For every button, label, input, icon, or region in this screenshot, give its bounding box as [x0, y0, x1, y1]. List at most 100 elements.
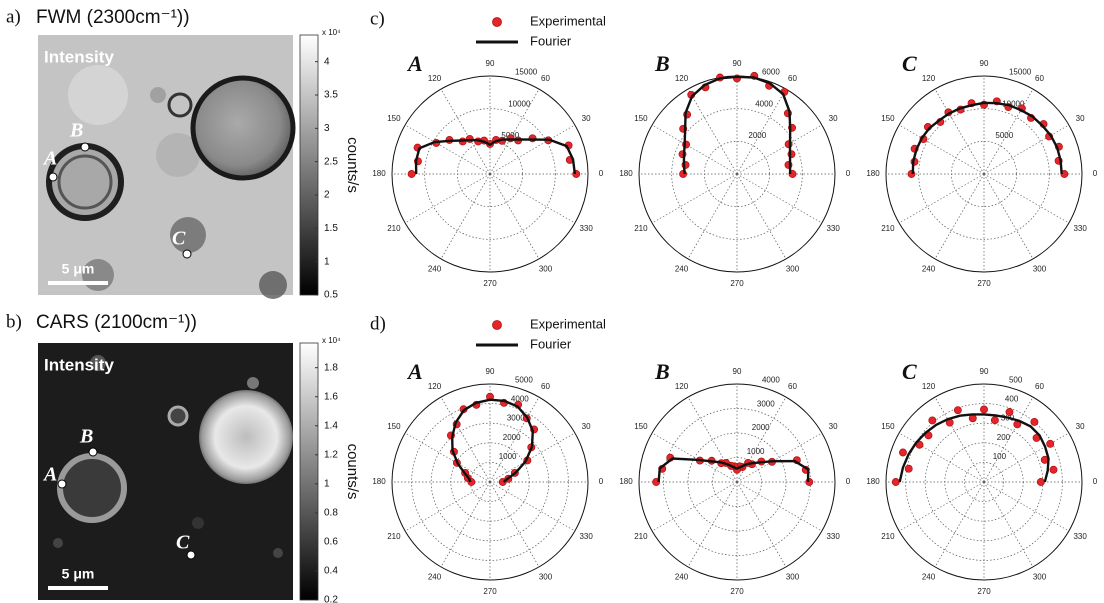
- angle-grid-line: [736, 88, 787, 175]
- radial-grid-ring: [703, 140, 771, 208]
- radial-grid-ring: [456, 140, 524, 208]
- overlay-label: Intensity: [44, 47, 114, 66]
- angle-tick-label: 180: [866, 169, 880, 178]
- angle-grid-line: [983, 481, 1034, 568]
- colorbar-tick-label: 2.5: [324, 156, 338, 167]
- radial-tick-label: 10000: [508, 99, 531, 108]
- decoration: [190, 75, 296, 181]
- radial-tick-label: 5000: [995, 131, 1013, 140]
- angle-tick-label: 120: [428, 382, 442, 391]
- point-marker: [48, 172, 58, 182]
- scale-bar-label: 5 μm: [62, 261, 95, 277]
- point-label: C: [172, 228, 186, 250]
- angle-tick-label: 150: [387, 114, 401, 123]
- point-marker: [186, 550, 196, 560]
- outer-ring: [885, 75, 1083, 273]
- angle-tick-label: 300: [1033, 572, 1047, 581]
- colorbar-tick-label: 1.5: [324, 223, 338, 234]
- fourier-line: [414, 138, 577, 175]
- colorbar-tick-label: 1.6: [324, 391, 338, 402]
- angle-tick-label: 30: [582, 422, 591, 431]
- angle-tick-label: 240: [428, 572, 442, 581]
- angle-tick-label: 180: [372, 477, 386, 486]
- angle-grid-line: [440, 481, 491, 568]
- angle-tick-label: 60: [541, 382, 550, 391]
- radial-tick-label: 4000: [762, 375, 780, 384]
- angle-grid-line: [404, 481, 491, 532]
- angle-tick-label: 330: [826, 532, 840, 541]
- outer-ring: [391, 383, 589, 581]
- point-marker: [80, 142, 90, 152]
- radial-tick-label: 500: [1009, 375, 1023, 384]
- colorbar-exponent: x 10⁴: [322, 336, 341, 345]
- angle-tick-label: 120: [922, 74, 936, 83]
- point-label: A: [42, 464, 57, 486]
- angle-tick-label: 210: [881, 224, 895, 233]
- fourier-line: [450, 398, 535, 483]
- angle-tick-label: 30: [829, 114, 838, 123]
- plot-title: C: [902, 51, 917, 76]
- experimental-point: [1049, 465, 1058, 474]
- colorbar-tick-label: 1.4: [324, 420, 338, 431]
- legend-label: Fourier: [530, 33, 572, 48]
- angle-tick-label: 180: [619, 169, 633, 178]
- angle-tick-label: 120: [675, 382, 689, 391]
- angle-grid-line: [651, 124, 738, 175]
- angle-grid-line: [687, 173, 738, 260]
- radial-tick-label: 4000: [511, 394, 529, 403]
- angle-tick-label: 150: [881, 422, 895, 431]
- fourier-line: [657, 457, 810, 483]
- image-title: FWM (2300cm⁻¹)): [36, 7, 190, 28]
- angle-grid-line: [489, 481, 576, 532]
- panel-label: a): [6, 6, 21, 27]
- plot-title: A: [406, 359, 423, 384]
- angle-tick-label: 90: [733, 367, 742, 376]
- radial-tick-label: 1000: [747, 447, 765, 456]
- angle-tick-label: 60: [788, 74, 797, 83]
- decoration: [170, 217, 206, 253]
- experimental-point: [904, 464, 913, 473]
- angle-tick-label: 240: [428, 264, 442, 273]
- angle-tick-label: 210: [634, 224, 648, 233]
- experimental-point: [1005, 408, 1014, 416]
- angle-tick-label: 270: [730, 587, 744, 596]
- radial-grid-ring: [450, 442, 530, 522]
- colorbar-tick-label: 0.8: [324, 508, 338, 519]
- angle-tick-label: 90: [733, 59, 742, 68]
- angle-tick-label: 60: [788, 382, 797, 391]
- radial-tick-label: 15000: [515, 67, 538, 76]
- angle-grid-line: [983, 396, 1034, 483]
- radial-tick-label: 5000: [515, 375, 533, 384]
- radial-tick-label: 400: [1005, 394, 1019, 403]
- radial-grid-ring: [964, 462, 1004, 502]
- colorbar-tick-label: 4: [324, 56, 330, 67]
- angle-tick-label: 330: [579, 532, 593, 541]
- angle-grid-line: [736, 173, 787, 260]
- angle-tick-label: 300: [786, 572, 800, 581]
- angle-grid-line: [404, 432, 491, 483]
- point-marker: [88, 447, 98, 457]
- angle-tick-label: 0: [1093, 477, 1098, 486]
- angle-tick-label: 180: [866, 477, 880, 486]
- angle-grid-line: [687, 88, 738, 175]
- colorbar-tick-label: 2: [324, 190, 330, 201]
- angle-grid-line: [736, 481, 787, 568]
- legend-label: Experimental: [530, 316, 606, 331]
- colorbar-tick-label: 1: [324, 478, 330, 489]
- angle-tick-label: 270: [977, 587, 991, 596]
- decoration: [259, 271, 287, 299]
- decoration: [247, 377, 259, 389]
- legend-marker: [492, 17, 502, 27]
- experimental-point: [1036, 478, 1045, 486]
- angle-grid-line: [489, 124, 576, 175]
- colorbar-tick-label: 0.4: [324, 566, 338, 577]
- angle-grid-line: [489, 173, 576, 224]
- experimental-point: [1046, 439, 1055, 448]
- angle-tick-label: 180: [619, 477, 633, 486]
- angle-tick-label: 120: [428, 74, 442, 83]
- radial-grid-ring: [944, 442, 1024, 522]
- radial-tick-label: 4000: [755, 99, 773, 108]
- angle-tick-label: 330: [1073, 532, 1087, 541]
- radial-tick-label: 2000: [752, 423, 770, 432]
- angle-grid-line: [651, 173, 738, 224]
